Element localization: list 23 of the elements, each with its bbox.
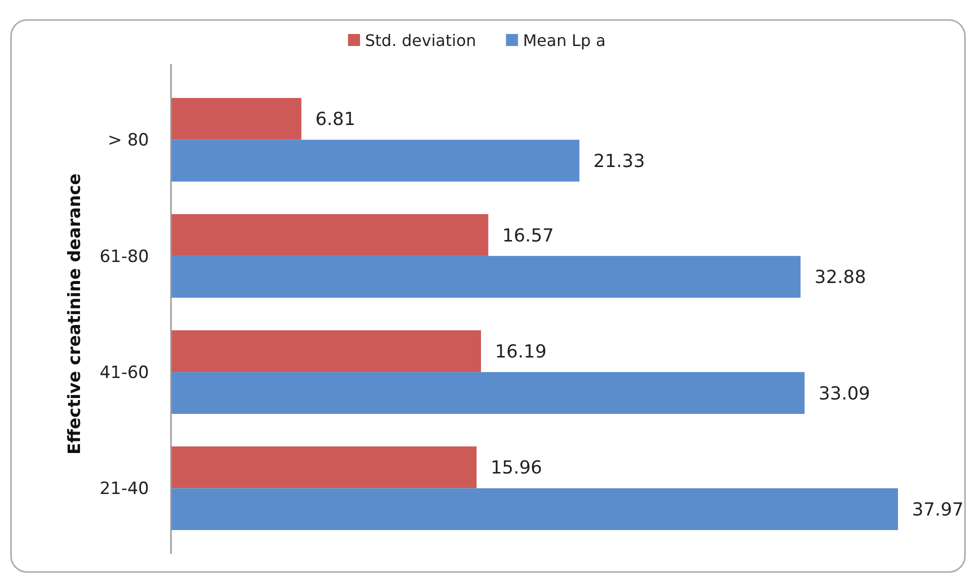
data-label: 15.96 <box>490 458 542 479</box>
bar <box>171 372 805 414</box>
data-label: 37.97 <box>912 499 964 520</box>
data-label: 32.88 <box>814 267 866 288</box>
y-tick-label: 61-80 <box>100 246 149 267</box>
y-tick-label: 41-60 <box>100 363 149 384</box>
data-label: 33.09 <box>818 383 870 404</box>
bar <box>171 330 481 372</box>
legend-label: Std. deviation <box>365 31 476 50</box>
bar <box>171 214 488 256</box>
y-tick-label: > 80 <box>108 130 149 151</box>
bar <box>171 140 580 182</box>
bar <box>171 446 477 488</box>
data-label: 6.81 <box>315 109 356 130</box>
data-label: 16.19 <box>494 341 547 362</box>
legend-label: Mean Lp a <box>523 31 606 50</box>
bar <box>171 256 801 298</box>
bar <box>171 488 898 530</box>
y-tick-label: 21-40 <box>100 479 149 500</box>
y-axis-title: Effective creatinine dearance <box>65 173 85 455</box>
bar <box>171 98 302 140</box>
data-label: 16.57 <box>502 225 554 246</box>
data-label: 21.33 <box>593 150 645 172</box>
